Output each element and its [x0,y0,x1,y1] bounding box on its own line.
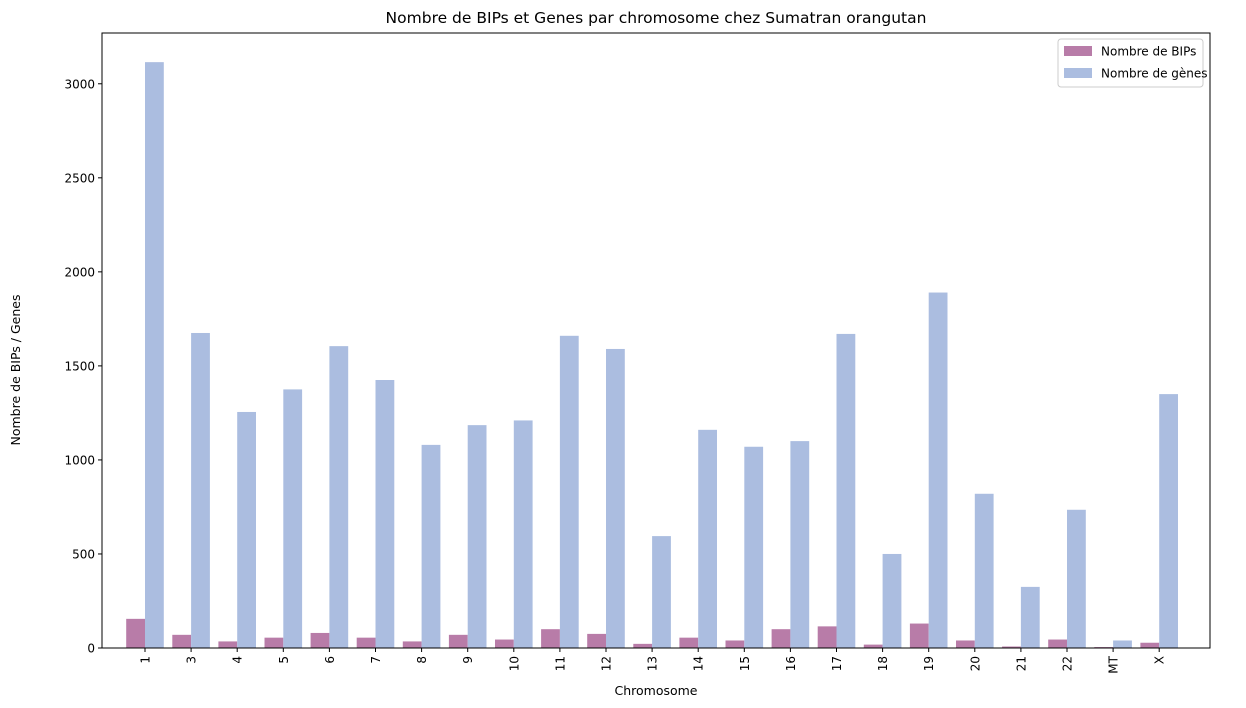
x-tick-label-22: 22 [1061,656,1075,671]
legend-box [1057,38,1204,88]
bar-bips-15 [725,640,745,648]
bar-bips-20 [956,640,975,648]
bar-genes-10 [513,420,533,648]
plot-frame [101,32,1211,649]
bar-genes-13 [652,536,671,648]
bar-bips-6 [310,632,330,648]
bar-genes-20 [974,493,994,648]
bar-bips-12 [587,633,606,648]
bar-bips-17 [817,626,837,648]
bar-genes-8 [421,444,441,648]
bar-bips-X [1140,642,1160,648]
legend: Nombre de BIPs Nombre de gènes [1057,38,1208,88]
x-tick-label-10: 10 [507,656,521,671]
y-tick-label: 1500 [64,359,95,373]
bar-bips-4 [218,641,238,648]
bar-genes-4 [237,411,256,648]
x-tick-label-14: 14 [692,656,706,671]
bar-bips-1 [126,618,145,648]
x-tick-label-X: X [1153,656,1167,664]
bar-genes-14 [698,429,717,648]
x-axis-label: Chromosome [614,683,697,698]
x-tick-label-4: 4 [231,656,245,664]
x-tick-label-15: 15 [738,656,752,671]
x-tick-label-7: 7 [369,656,383,664]
legend-label-0: Nombre de BIPs [1101,45,1196,59]
x-tick-label-8: 8 [415,656,429,664]
chart-title: Nombre de BIPs et Genes par chromosome c… [386,9,927,27]
x-tick-label-20: 20 [968,656,982,671]
bar-bips-7 [356,637,376,648]
bar-bips-22 [1048,639,1067,648]
bar-genes-7 [375,380,395,648]
y-tick-label: 1000 [64,453,95,467]
bar-genes-21 [1020,586,1040,648]
y-tick-label: 2500 [64,171,95,185]
bar-genes-18 [882,553,902,648]
bar-bips-13 [633,643,653,648]
legend-label-1: Nombre de gènes [1101,67,1208,81]
bar-bips-3 [172,634,192,648]
legend-swatch-1 [1064,68,1092,78]
x-tick-label-9: 9 [461,656,475,664]
bar-genes-11 [559,335,579,648]
bars-group [126,62,1178,648]
x-tick-label-3: 3 [185,656,199,664]
legend-swatch-0 [1064,46,1092,56]
bar-genes-6 [329,346,349,648]
bar-bips-21 [1002,646,1021,648]
x-tick-label-11: 11 [553,656,567,671]
bar-bips-5 [264,637,284,648]
x-tick-label-5: 5 [277,656,291,664]
y-tick-label: 500 [72,547,95,561]
bar-bips-16 [771,629,791,648]
x-tick-label-19: 19 [922,656,936,671]
bar-bips-11 [541,629,560,648]
bar-genes-19 [928,292,948,648]
x-tick-label-13: 13 [646,656,660,671]
x-tick-label-16: 16 [784,656,798,671]
y-axis-ticks: 0 500 1000 1500 2000 2500 3000 [64,77,102,656]
bar-genes-X [1159,394,1178,648]
bar-genes-15 [744,446,764,648]
bar-genes-MT [1113,640,1132,648]
bar-bips-19 [909,623,929,648]
bar-genes-17 [836,333,856,648]
y-tick-label: 3000 [64,77,95,91]
bar-bips-8 [402,641,422,648]
bar-genes-16 [790,441,810,648]
x-tick-label-MT: MT [1107,655,1121,673]
x-tick-label-21: 21 [1014,656,1028,671]
x-tick-label-17: 17 [830,656,844,671]
y-axis-label: Nombre de BIPs / Genes [8,295,23,446]
x-tick-label-18: 18 [876,656,890,671]
bar-bips-18 [863,644,883,648]
bar-genes-1 [145,62,164,648]
x-tick-label-6: 6 [323,656,337,664]
bar-genes-5 [283,389,303,648]
x-axis-ticks: 1 3 4 5 6 7 8 9 10 11 12 13 14 15 16 17 18 19 20 21 22 MT X [139,648,1167,674]
x-tick-label-1: 1 [139,656,153,664]
bar-bips-9 [448,634,468,648]
y-tick-label: 2000 [64,265,95,279]
bar-genes-9 [467,425,487,648]
bar-genes-22 [1067,509,1086,648]
x-tick-label-12: 12 [600,656,614,671]
bar-genes-3 [191,332,210,648]
bar-genes-12 [606,348,625,648]
bar-bips-10 [495,639,514,648]
y-tick-label: 0 [87,642,95,656]
bar-bips-14 [679,637,699,648]
